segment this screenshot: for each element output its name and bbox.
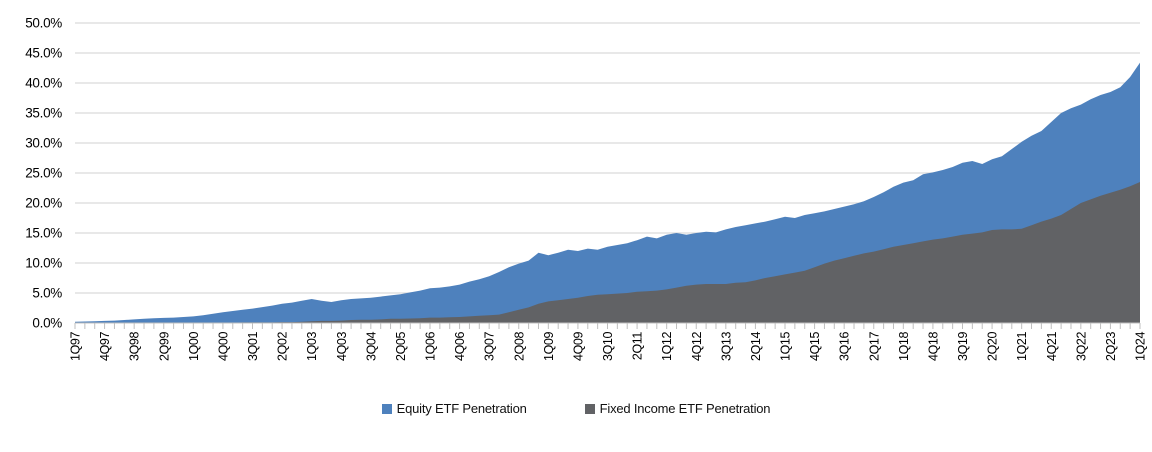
- y-tick-label: 20.0%: [25, 196, 62, 211]
- x-tick-label: 2Q08: [512, 332, 526, 361]
- x-tick-label: 4Q06: [453, 332, 467, 361]
- x-tick-label: 1Q03: [305, 332, 319, 361]
- x-tick-label: 1Q12: [660, 332, 674, 361]
- y-tick-label: 50.0%: [25, 16, 62, 31]
- x-tick-label: 3Q13: [719, 332, 733, 361]
- legend-label-fixed-income: Fixed Income ETF Penetration: [599, 401, 771, 416]
- x-tick-label: 1Q97: [69, 332, 83, 361]
- x-tick-label: 3Q01: [246, 332, 260, 361]
- y-tick-label: 35.0%: [25, 106, 62, 121]
- y-tick-label: 30.0%: [25, 136, 62, 151]
- x-tick-label: 2Q17: [867, 332, 881, 361]
- legend-item-fixed-income: Fixed Income ETF Penetration: [584, 401, 771, 416]
- x-tick-label: 3Q16: [838, 332, 852, 361]
- y-tick-label: 5.0%: [32, 286, 62, 301]
- x-tick-label: 4Q15: [808, 332, 822, 361]
- x-tick-label: 3Q19: [956, 332, 970, 361]
- x-tick-label: 4Q00: [216, 332, 230, 361]
- x-tick-label: 2Q14: [749, 332, 763, 361]
- x-tick-label: 4Q03: [335, 332, 349, 361]
- x-tick-label: 4Q97: [98, 332, 112, 361]
- x-tick-label: 3Q07: [483, 332, 497, 361]
- x-tick-label: 2Q20: [986, 332, 1000, 361]
- fixed-income-series-swatch-icon: [584, 403, 595, 414]
- x-tick-label: 3Q10: [601, 332, 615, 361]
- x-tick-label: 3Q22: [1074, 332, 1088, 361]
- x-tick-label: 1Q21: [1015, 332, 1029, 361]
- x-tick-label: 1Q18: [897, 332, 911, 361]
- x-tick-label: 1Q06: [424, 332, 438, 361]
- x-tick-label: 2Q99: [157, 332, 171, 361]
- y-tick-label: 40.0%: [25, 76, 62, 91]
- x-tick-label: 1Q00: [187, 332, 201, 361]
- x-tick-label: 2Q02: [276, 332, 290, 361]
- x-tick-label: 4Q09: [571, 332, 585, 361]
- x-tick-label: 1Q09: [542, 332, 556, 361]
- x-tick-label: 4Q18: [926, 332, 940, 361]
- x-tick-label: 2Q05: [394, 332, 408, 361]
- y-tick-label: 10.0%: [25, 256, 62, 271]
- x-tick-label: 2Q11: [631, 332, 645, 360]
- legend-item-equity: Equity ETF Penetration: [381, 401, 527, 416]
- y-tick-label: 25.0%: [25, 166, 62, 181]
- equity-series-swatch-icon: [381, 403, 392, 414]
- y-tick-label: 15.0%: [25, 226, 62, 241]
- x-tick-label: 4Q21: [1045, 332, 1059, 361]
- fixed-income-area-series: [75, 182, 1140, 323]
- x-tick-label: 1Q15: [779, 332, 793, 361]
- y-tick-label: 45.0%: [25, 46, 62, 61]
- x-tick-label: 3Q98: [128, 332, 142, 361]
- x-tick-label: 2Q23: [1104, 332, 1118, 361]
- x-tick-label: 3Q04: [364, 332, 378, 361]
- x-tick-label: 1Q24: [1134, 332, 1148, 361]
- legend-label-equity: Equity ETF Penetration: [396, 401, 527, 416]
- x-tick-label: 4Q12: [690, 332, 704, 361]
- y-tick-label: 0.0%: [32, 316, 62, 331]
- chart-legend: Equity ETF Penetration Fixed Income ETF …: [0, 401, 1152, 416]
